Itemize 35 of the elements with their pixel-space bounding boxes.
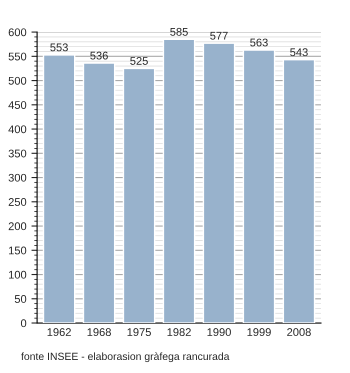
y-tick-label: 50 (14, 295, 26, 303)
data-label: 553 (50, 43, 68, 52)
data-label: 536 (90, 52, 108, 60)
y-tick-label: 450 (8, 101, 26, 109)
bar (282, 59, 316, 324)
source-note: fonte INSEE - elaborasion gràfega rancurada (21, 352, 230, 362)
bar (162, 38, 196, 324)
y-tick-label: 0 (20, 319, 26, 328)
bar (42, 54, 76, 324)
bar (202, 42, 236, 324)
data-label: 543 (290, 48, 308, 56)
data-label: 585 (170, 28, 188, 36)
y-tick-label: 400 (8, 125, 26, 134)
x-tick-label: 1962 (48, 328, 71, 336)
x-tick-label: 1975 (128, 328, 151, 336)
data-label: 563 (250, 38, 268, 46)
y-tick-label: 200 (8, 222, 26, 230)
x-tick-label: 2008 (287, 328, 311, 336)
y-tick-label: 350 (8, 150, 26, 158)
bar (82, 62, 116, 324)
y-tick-label: 250 (8, 198, 26, 206)
data-label: 525 (130, 56, 148, 65)
y-tick-label: 500 (8, 76, 26, 85)
data-label: 577 (210, 32, 228, 40)
y-tick-label: 150 (8, 246, 26, 254)
x-tick-label: 1990 (207, 328, 231, 336)
bar (242, 49, 276, 324)
x-tick-label: 1982 (168, 328, 191, 336)
x-tick-label: 1999 (247, 328, 271, 336)
y-tick-label: 300 (8, 174, 26, 182)
y-tick-label: 600 (8, 28, 26, 36)
y-tick-label: 100 (8, 270, 26, 279)
bar (122, 68, 156, 324)
x-tick-label: 1968 (88, 328, 111, 336)
y-tick-label: 550 (8, 52, 26, 60)
